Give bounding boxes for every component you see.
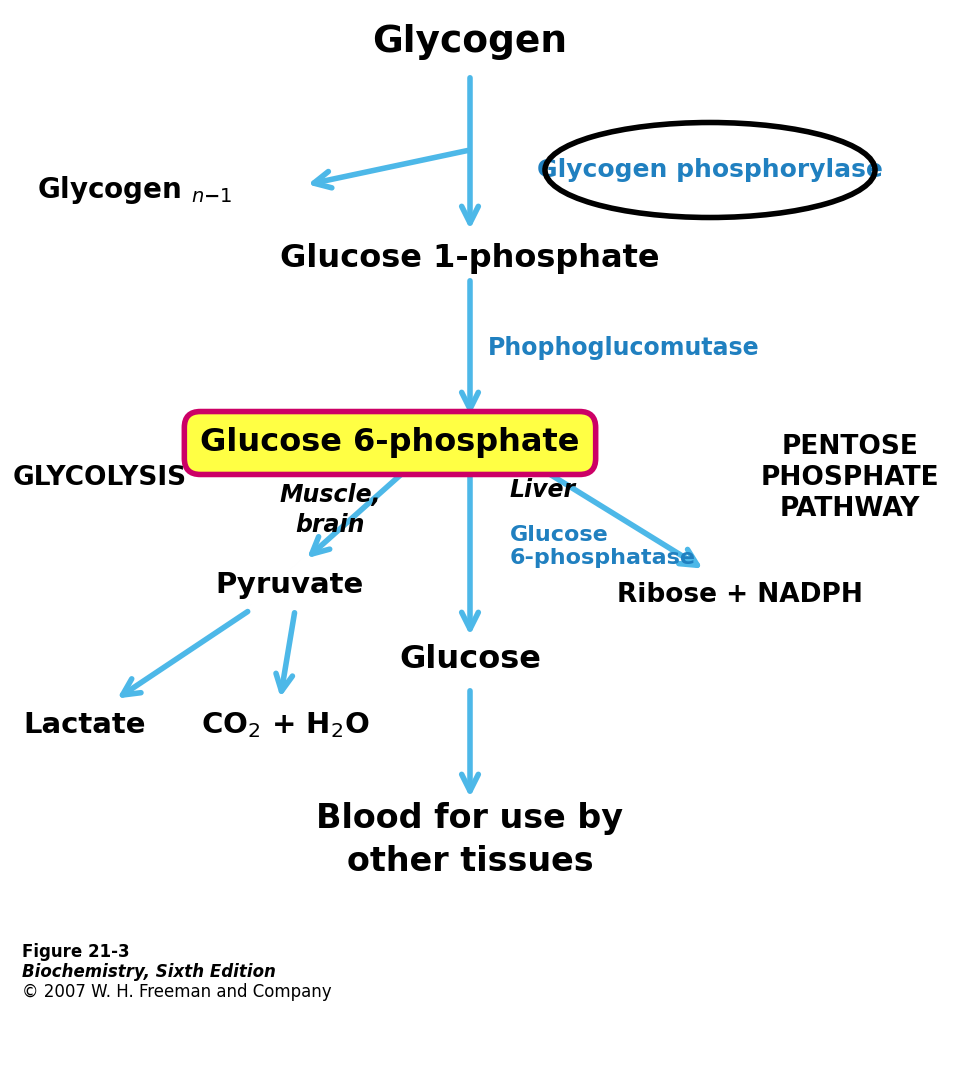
Text: © 2007 W. H. Freeman and Company: © 2007 W. H. Freeman and Company [22,983,332,1001]
Text: CO$_2$ + H$_2$O: CO$_2$ + H$_2$O [201,710,369,740]
Text: Glucose: Glucose [399,644,541,675]
Text: Phophoglucomutase: Phophoglucomutase [488,336,759,360]
Text: Muscle,
brain: Muscle, brain [280,483,381,537]
Text: Glucose
6-phosphatase: Glucose 6-phosphatase [510,525,696,568]
Text: PENTOSE
PHOSPHATE
PATHWAY: PENTOSE PHOSPHATE PATHWAY [760,434,939,522]
Text: Glycogen: Glycogen [373,24,567,60]
Text: Glucose 6-phosphate: Glucose 6-phosphate [200,428,580,459]
Text: Lactate: Lactate [23,711,147,739]
Text: GLYCOLYSIS: GLYCOLYSIS [13,465,187,491]
Text: Glycogen $_{n\mathregular{-}1}$: Glycogen $_{n\mathregular{-}1}$ [37,174,232,206]
Text: Ribose + NADPH: Ribose + NADPH [617,582,863,608]
Text: Blood for use by
other tissues: Blood for use by other tissues [317,803,623,878]
Text: Pyruvate: Pyruvate [216,571,364,599]
Text: Liver: Liver [510,478,576,502]
Text: Glucose 1-phosphate: Glucose 1-phosphate [281,242,659,273]
Text: Biochemistry, Sixth Edition: Biochemistry, Sixth Edition [22,963,276,981]
Text: Figure 21-3: Figure 21-3 [22,943,129,961]
Text: Glycogen phosphorylase: Glycogen phosphorylase [537,158,883,182]
